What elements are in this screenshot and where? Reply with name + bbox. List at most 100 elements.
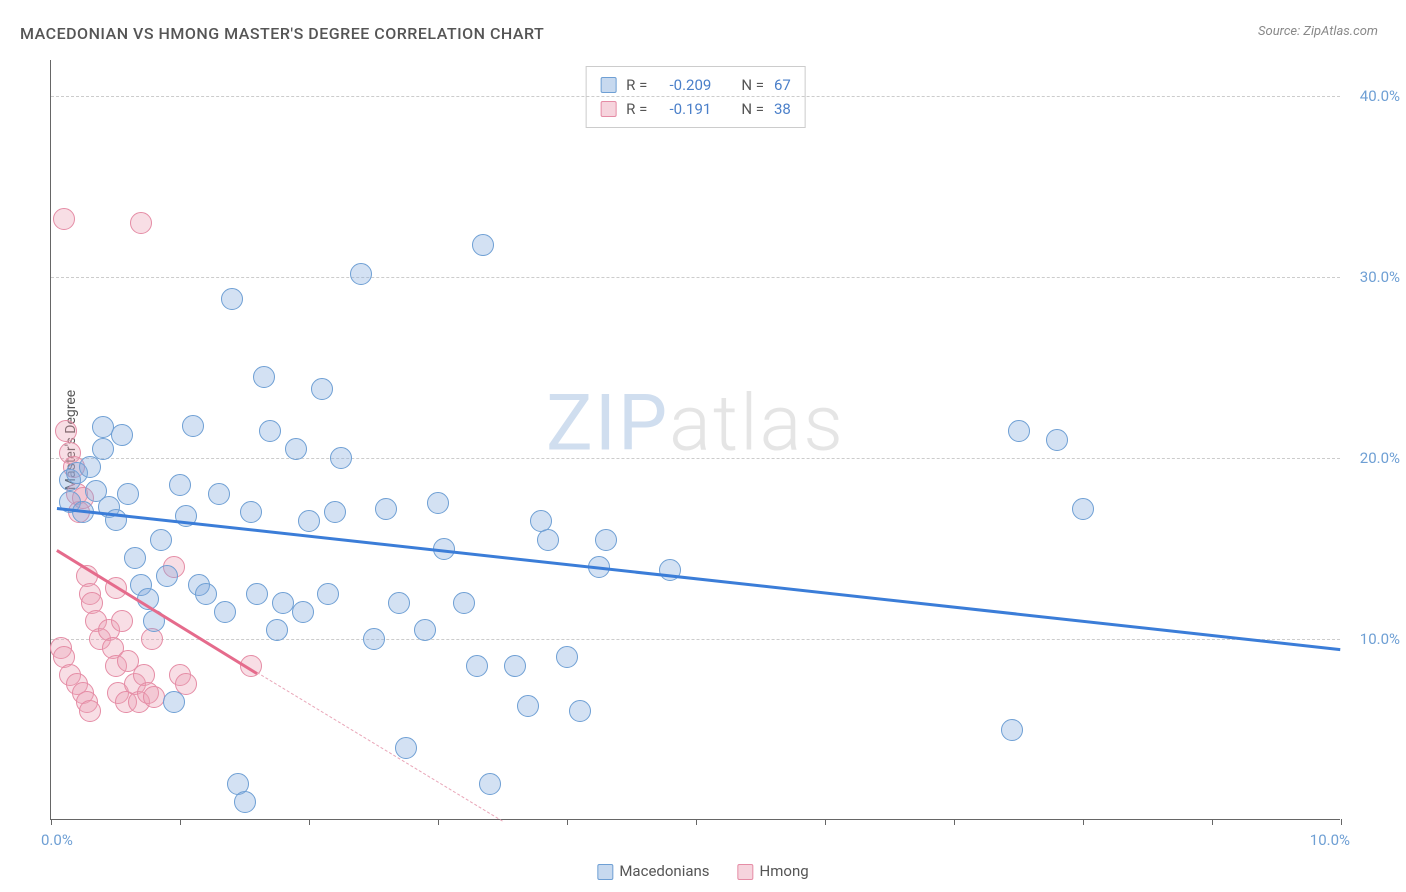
x-tick xyxy=(1083,819,1084,825)
scatter-point xyxy=(350,263,372,285)
scatter-point xyxy=(395,737,417,759)
y-tick-label: 40.0% xyxy=(1360,87,1400,105)
scatter-point xyxy=(1046,429,1068,451)
scatter-point xyxy=(117,483,139,505)
scatter-point xyxy=(595,529,617,551)
scatter-point xyxy=(79,700,101,722)
watermark-right: atlas xyxy=(669,379,845,470)
r-value: -0.191 xyxy=(657,97,711,121)
scatter-point xyxy=(266,619,288,641)
legend-item: Hmong xyxy=(738,862,809,880)
scatter-point xyxy=(130,212,152,234)
x-tick xyxy=(954,819,955,825)
gridline xyxy=(51,277,1340,278)
scatter-point xyxy=(479,773,501,795)
scatter-point xyxy=(240,501,262,523)
stats-row: R = -0.191 N = 38 xyxy=(600,97,791,121)
scatter-point xyxy=(330,447,352,469)
x-tick xyxy=(51,819,52,825)
x-end-label: 10.0% xyxy=(1310,831,1350,849)
scatter-point xyxy=(569,700,591,722)
source-label: Source: ZipAtlas.com xyxy=(1258,24,1378,39)
scatter-point xyxy=(556,646,578,668)
stats-row: R = -0.209 N = 67 xyxy=(600,73,791,97)
r-label: R = xyxy=(626,97,647,121)
watermark: ZIPatlas xyxy=(546,379,845,470)
scatter-point xyxy=(427,492,449,514)
scatter-point xyxy=(453,592,475,614)
gridline xyxy=(51,639,1340,640)
scatter-point xyxy=(537,529,559,551)
scatter-point xyxy=(375,498,397,520)
scatter-point xyxy=(246,583,268,605)
scatter-point xyxy=(163,691,185,713)
y-tick-label: 30.0% xyxy=(1360,268,1400,286)
scatter-point xyxy=(472,234,494,256)
y-tick-label: 20.0% xyxy=(1360,449,1400,467)
x-tick xyxy=(309,819,310,825)
chart-title: MACEDONIAN VS HMONG MASTER'S DEGREE CORR… xyxy=(20,24,544,43)
x-origin-label: 0.0% xyxy=(41,831,73,849)
scatter-point xyxy=(317,583,339,605)
legend-label: Hmong xyxy=(760,862,809,880)
scatter-point xyxy=(111,424,133,446)
scatter-point xyxy=(79,456,101,478)
scatter-point xyxy=(517,695,539,717)
x-tick xyxy=(825,819,826,825)
scatter-point xyxy=(111,610,133,632)
bottom-legend: Macedonians Hmong xyxy=(597,862,808,880)
r-label: R = xyxy=(626,73,647,97)
scatter-point xyxy=(150,529,172,551)
scatter-point xyxy=(55,420,77,442)
scatter-point xyxy=(182,415,204,437)
scatter-point xyxy=(1008,420,1030,442)
x-tick xyxy=(438,819,439,825)
x-tick xyxy=(696,819,697,825)
scatter-point xyxy=(292,601,314,623)
r-value: -0.209 xyxy=(657,73,711,97)
scatter-point xyxy=(466,655,488,677)
scatter-point xyxy=(311,378,333,400)
n-value: 67 xyxy=(774,73,791,97)
swatch-icon xyxy=(738,864,754,880)
scatter-point xyxy=(298,510,320,532)
scatter-point xyxy=(253,366,275,388)
n-value: 38 xyxy=(774,97,791,121)
scatter-point xyxy=(388,592,410,614)
gridline xyxy=(51,96,1340,97)
scatter-point xyxy=(156,565,178,587)
scatter-point xyxy=(208,483,230,505)
scatter-point xyxy=(324,501,346,523)
swatch-icon xyxy=(600,77,616,93)
trend-line xyxy=(257,672,503,821)
n-label: N = xyxy=(741,73,764,97)
scatter-point xyxy=(659,559,681,581)
chart-area: ZIPatlas Master's Degree R =-0.209N =67R… xyxy=(50,60,1340,820)
legend-item: Macedonians xyxy=(597,862,709,880)
scatter-point xyxy=(363,628,385,650)
watermark-left: ZIP xyxy=(546,379,669,470)
scatter-point xyxy=(221,288,243,310)
x-tick xyxy=(180,819,181,825)
scatter-point xyxy=(504,655,526,677)
legend-label: Macedonians xyxy=(619,862,709,880)
scatter-point xyxy=(124,547,146,569)
x-tick xyxy=(1341,819,1342,825)
n-label: N = xyxy=(741,97,764,121)
scatter-point xyxy=(414,619,436,641)
gridline xyxy=(51,458,1340,459)
scatter-point xyxy=(1072,498,1094,520)
x-tick xyxy=(567,819,568,825)
scatter-point xyxy=(234,791,256,813)
scatter-point xyxy=(169,474,191,496)
scatter-point xyxy=(53,208,75,230)
scatter-point xyxy=(285,438,307,460)
x-tick xyxy=(1212,819,1213,825)
scatter-point xyxy=(92,438,114,460)
swatch-icon xyxy=(600,101,616,117)
scatter-point xyxy=(214,601,236,623)
scatter-point xyxy=(195,583,217,605)
scatter-point xyxy=(1001,719,1023,741)
y-tick-label: 10.0% xyxy=(1360,630,1400,648)
scatter-point xyxy=(259,420,281,442)
